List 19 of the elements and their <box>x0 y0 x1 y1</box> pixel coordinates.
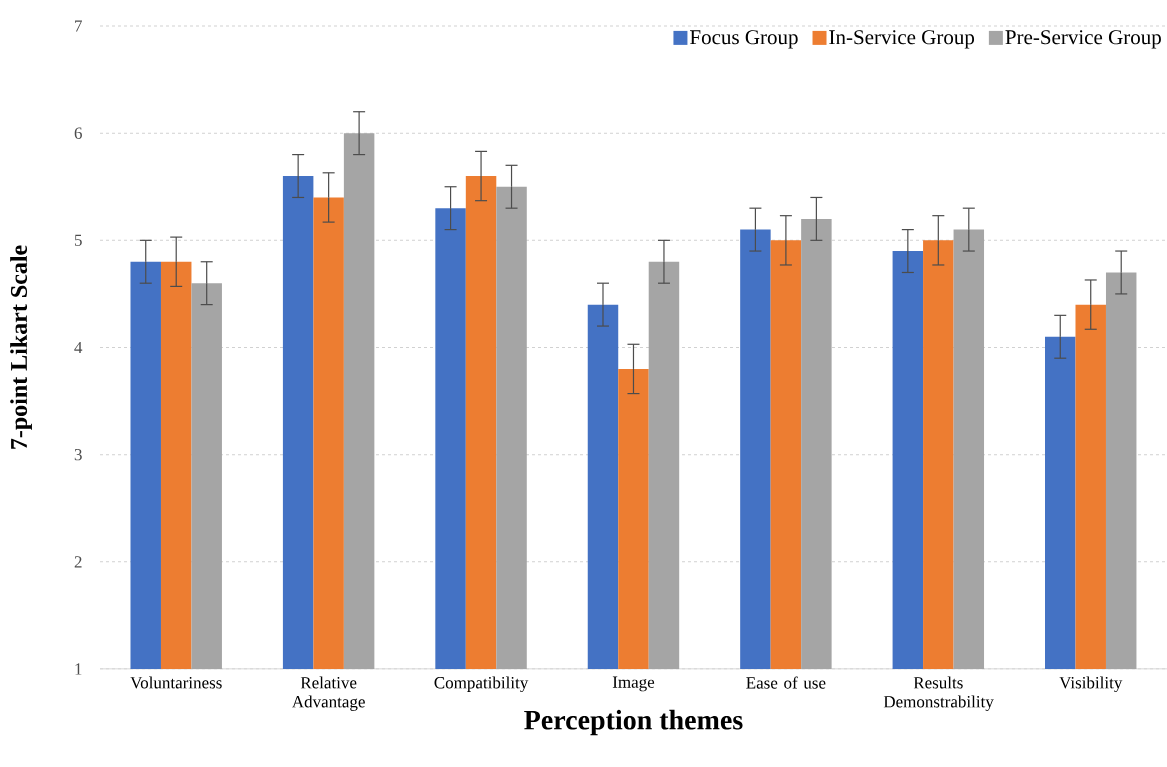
y-tick-label: 7 <box>75 20 82 32</box>
legend-label: In-Service Group <box>829 30 975 49</box>
x-tick-label: Compatibility <box>434 676 529 692</box>
x-tick-label: Ease of use <box>746 676 826 689</box>
x-tick-label: Voluntariness <box>130 676 222 689</box>
y-tick-label: 3 <box>74 448 82 461</box>
x-tick-label: Visibility <box>1059 676 1123 692</box>
x-tick-label: Image <box>612 676 655 692</box>
legend-label: Pre-Service Group <box>1005 30 1161 49</box>
x-tick-label: Results Demonstrability <box>883 676 994 711</box>
y-tick-label: 5 <box>74 234 82 246</box>
legend-label: Focus Group <box>690 30 798 49</box>
y-tick-label: 6 <box>74 127 82 139</box>
x-tick-label: Relative Advantage <box>291 676 365 711</box>
y-tick-label: 4 <box>74 341 83 354</box>
y-tick-label: 2 <box>74 556 82 568</box>
x-axis-title: Perception themes <box>524 709 743 736</box>
y-tick-label: 1 <box>75 663 82 675</box>
y-axis-title: 7-point Likart Scale <box>10 245 32 449</box>
